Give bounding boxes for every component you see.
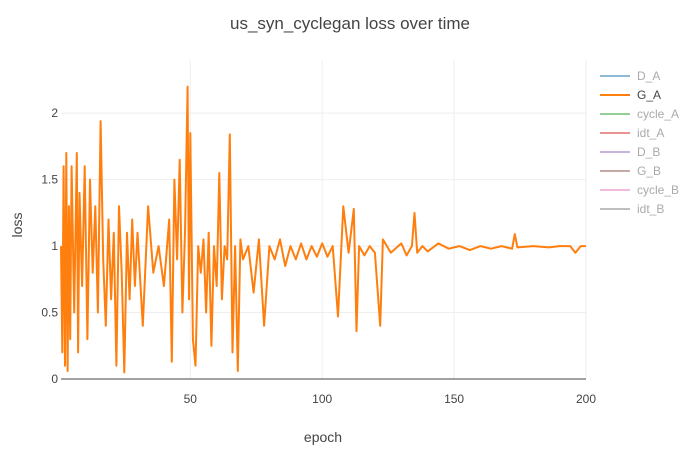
legend-label: D_B <box>637 144 661 159</box>
legend-swatch <box>600 150 630 153</box>
y-tick-label: 0.5 <box>41 306 58 320</box>
legend-label: G_B <box>637 163 662 178</box>
chart-title: us_syn_cyclegan loss over time <box>230 14 470 33</box>
legend-item-d-a[interactable]: D_A <box>600 66 698 85</box>
legend-label: idt_A <box>637 125 665 140</box>
legend: D_A G_A cycle_A idt_A D_B G_B cycle_B idt_B <box>600 66 698 218</box>
legend-label: D_A <box>637 68 661 83</box>
legend-label: idt_B <box>637 201 665 216</box>
grid <box>61 60 587 379</box>
y-tick-label: 2 <box>51 106 58 120</box>
legend-swatch <box>600 188 630 191</box>
legend-item-g-b[interactable]: G_B <box>600 161 698 180</box>
legend-swatch <box>600 112 630 115</box>
legend-item-idt-a[interactable]: idt_A <box>600 123 698 142</box>
legend-item-d-b[interactable]: D_B <box>600 142 698 161</box>
legend-item-g-a[interactable]: G_A <box>600 85 698 104</box>
legend-swatch <box>600 131 630 134</box>
y-tick-label: 1.5 <box>41 173 58 187</box>
legend-label: cycle_A <box>637 106 680 121</box>
legend-swatch <box>600 207 630 210</box>
legend-item-cycle-a[interactable]: cycle_A <box>600 104 698 123</box>
y-tick-label: 0 <box>51 372 58 386</box>
y-axis-label: loss <box>9 213 25 238</box>
legend-label: cycle_B <box>637 182 680 197</box>
y-tick-label: 1 <box>51 239 58 253</box>
legend-label: G_A <box>637 87 662 102</box>
x-tick-label: 50 <box>184 392 198 406</box>
x-tick-label: 200 <box>576 392 596 406</box>
x-axis-label: epoch <box>304 429 342 445</box>
x-tick-label: 100 <box>312 392 332 406</box>
legend-item-idt-b[interactable]: idt_B <box>600 199 698 218</box>
legend-swatch <box>600 169 630 172</box>
legend-item-cycle-b[interactable]: cycle_B <box>600 180 698 199</box>
legend-swatch <box>600 74 630 77</box>
legend-swatch <box>600 93 630 96</box>
ticks: 50 100 150 200 0 0.5 1 1.5 2 <box>41 106 596 406</box>
series-line-g-a[interactable] <box>60 85 586 374</box>
x-tick-label: 150 <box>444 392 464 406</box>
plot-area[interactable] <box>60 85 586 374</box>
